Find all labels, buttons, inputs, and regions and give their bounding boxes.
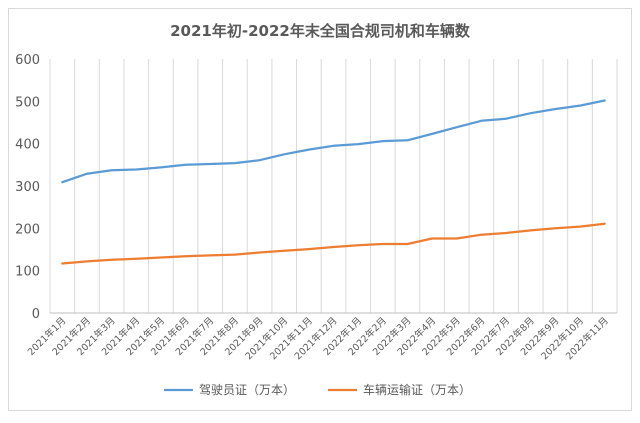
y-tick-label: 300 — [15, 180, 40, 195]
chart-title: 2021年初-2022年末全国合规司机和车辆数 — [170, 22, 471, 40]
y-tick-label: 0 — [32, 307, 40, 322]
legend-label-1: 驾驶员证（万本） — [199, 382, 295, 397]
legend-label-2: 车辆运输证（万本） — [363, 382, 471, 397]
series-lines — [61, 99, 606, 265]
y-tick-label: 500 — [15, 95, 40, 110]
series-line-2 — [61, 222, 606, 265]
chart-area — [8, 8, 632, 411]
gridlines — [49, 59, 618, 313]
axes: 01002003004005006002021年1月2021年2月2021年3月… — [15, 53, 617, 362]
series-line-1 — [61, 99, 606, 184]
y-tick-label: 600 — [15, 53, 40, 68]
y-tick-label: 200 — [15, 222, 40, 237]
y-tick-label: 100 — [15, 265, 40, 280]
y-tick-label: 400 — [15, 138, 40, 153]
legend: 驾驶员证（万本） 车辆运输证（万本） — [164, 382, 471, 397]
